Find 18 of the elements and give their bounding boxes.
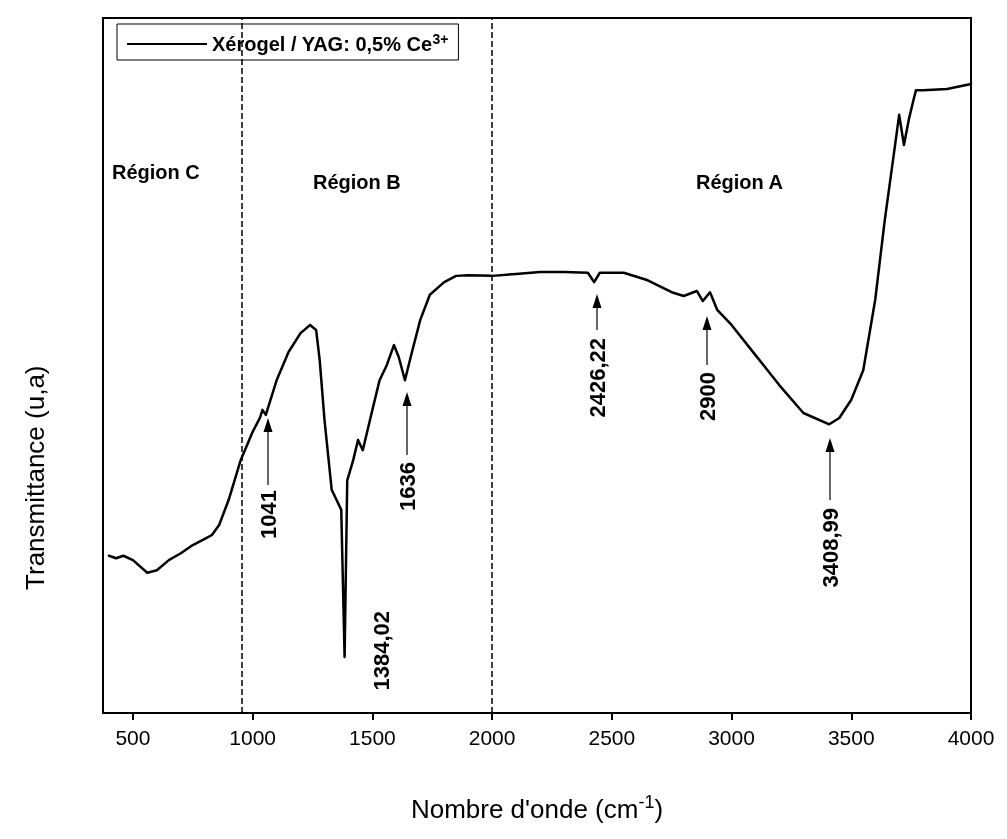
x-tick-label: 1000 — [229, 726, 277, 749]
annotation: 3408,99 — [817, 508, 843, 588]
x-tick-label: 3500 — [827, 726, 875, 749]
x-tick-label: 1500 — [349, 726, 396, 749]
annotation: 1041 — [255, 490, 281, 539]
annotation: 2900 — [694, 372, 720, 421]
x-tick-label: 500 — [115, 726, 151, 749]
y-axis-title: Transmittance (u,a) — [20, 365, 50, 590]
annotation: 1636 — [394, 462, 420, 511]
annotation: Région B — [313, 171, 401, 193]
x-tick-label: 4000 — [947, 726, 995, 749]
annotation: 1384,02 — [368, 611, 394, 691]
annotation: Région C — [112, 161, 200, 183]
annotation: 2426,22 — [584, 338, 610, 418]
x-tick-label: 2000 — [468, 726, 516, 749]
x-tick-label: 2500 — [588, 726, 636, 749]
x-tick-label: 3000 — [708, 726, 755, 749]
annotation: Région A — [696, 171, 784, 193]
